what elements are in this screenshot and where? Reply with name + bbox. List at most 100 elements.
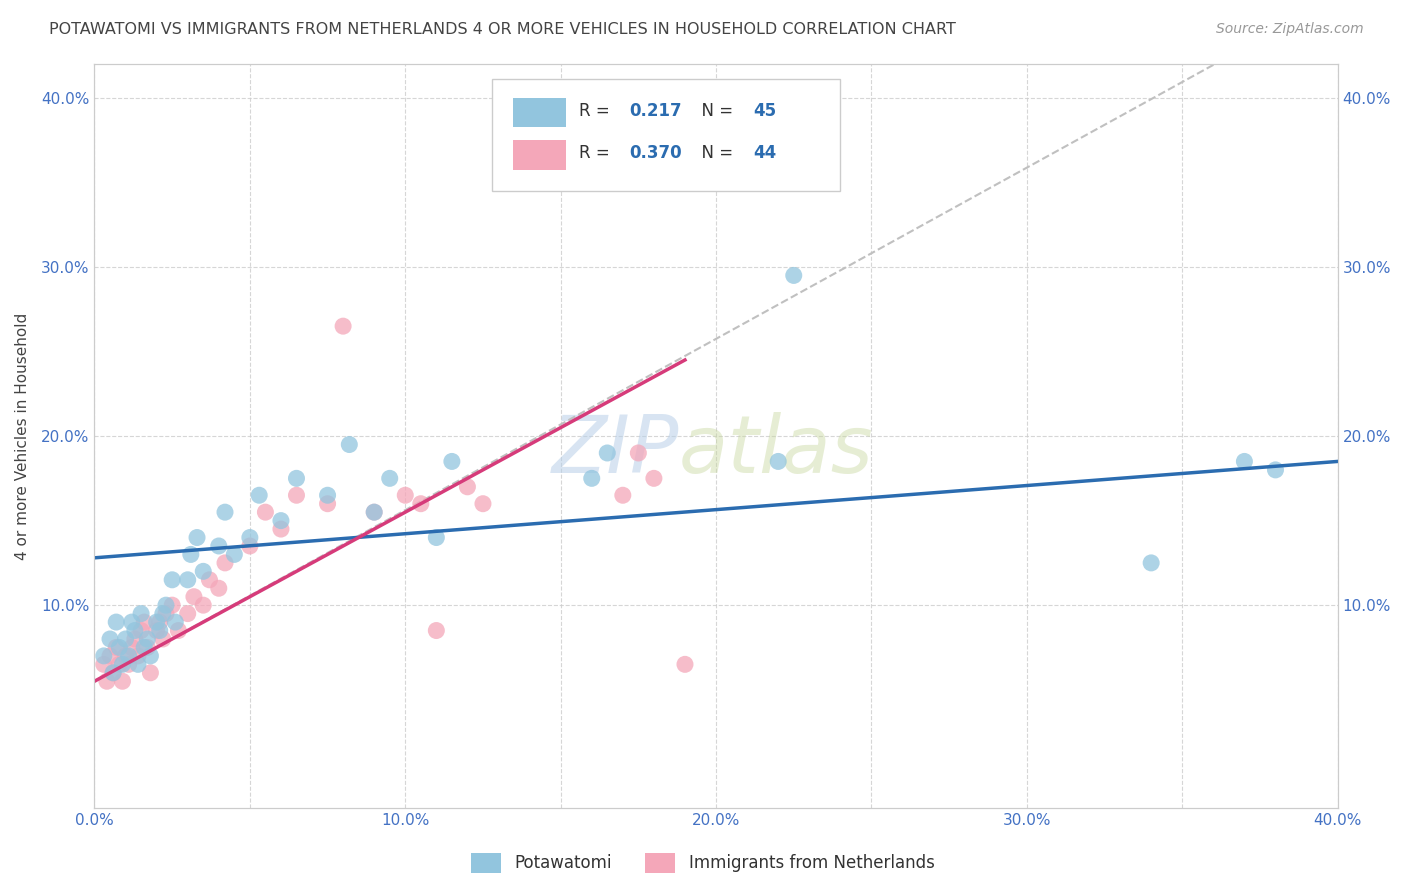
Point xyxy=(425,531,447,545)
Text: R =: R = xyxy=(579,145,616,162)
Point xyxy=(254,505,277,519)
Point xyxy=(425,624,447,638)
Point xyxy=(180,548,202,562)
Point xyxy=(766,454,789,468)
Point xyxy=(332,319,354,334)
Point xyxy=(98,648,121,663)
Point xyxy=(394,488,416,502)
Point xyxy=(101,665,124,680)
Text: Source: ZipAtlas.com: Source: ZipAtlas.com xyxy=(1216,22,1364,37)
Text: POTAWATOMI VS IMMIGRANTS FROM NETHERLANDS 4 OR MORE VEHICLES IN HOUSEHOLD CORREL: POTAWATOMI VS IMMIGRANTS FROM NETHERLAND… xyxy=(49,22,956,37)
Point xyxy=(214,505,236,519)
Point xyxy=(129,607,152,621)
Point xyxy=(270,514,292,528)
Point xyxy=(247,488,270,502)
Legend: Potawatomi, Immigrants from Netherlands: Potawatomi, Immigrants from Netherlands xyxy=(464,847,942,880)
Point xyxy=(208,539,231,553)
Point xyxy=(111,657,134,672)
Y-axis label: 4 or more Vehicles in Household: 4 or more Vehicles in Household xyxy=(15,312,30,559)
Point xyxy=(596,446,619,460)
Point xyxy=(612,488,634,502)
Text: 44: 44 xyxy=(754,145,776,162)
Point xyxy=(409,497,432,511)
Text: R =: R = xyxy=(579,102,616,120)
Point xyxy=(177,607,200,621)
Point xyxy=(167,624,190,638)
Point xyxy=(224,548,246,562)
Point xyxy=(643,471,665,485)
Point xyxy=(96,674,118,689)
Point xyxy=(145,624,167,638)
Point xyxy=(165,615,187,629)
Bar xyxy=(513,97,565,128)
Point xyxy=(456,480,478,494)
Point xyxy=(136,632,159,646)
Point xyxy=(145,615,167,629)
Point xyxy=(108,657,131,672)
Point xyxy=(440,454,463,468)
Point xyxy=(208,581,231,595)
Point xyxy=(239,531,262,545)
Point xyxy=(316,488,339,502)
Text: N =: N = xyxy=(692,145,738,162)
Text: 45: 45 xyxy=(754,102,776,120)
Text: N =: N = xyxy=(692,102,738,120)
Point xyxy=(152,607,174,621)
Point xyxy=(627,446,650,460)
Point xyxy=(160,598,183,612)
Point xyxy=(149,615,172,629)
Point xyxy=(285,488,308,502)
Point xyxy=(193,598,215,612)
Point xyxy=(152,632,174,646)
Point xyxy=(337,437,360,451)
Point xyxy=(134,640,156,655)
Point xyxy=(783,268,806,283)
Point xyxy=(155,607,177,621)
Point xyxy=(93,657,115,672)
Point xyxy=(285,471,308,485)
Point xyxy=(581,471,603,485)
Point xyxy=(673,657,696,672)
Point xyxy=(108,640,131,655)
Point xyxy=(239,539,262,553)
Point xyxy=(118,648,141,663)
Point xyxy=(363,505,385,519)
Point xyxy=(139,665,162,680)
Text: 0.370: 0.370 xyxy=(628,145,682,162)
Point xyxy=(193,565,215,579)
FancyBboxPatch shape xyxy=(492,78,841,191)
Point xyxy=(105,615,128,629)
Point xyxy=(149,624,172,638)
Point xyxy=(124,624,146,638)
Point xyxy=(98,632,121,646)
Point xyxy=(114,632,136,646)
Point xyxy=(127,657,149,672)
Point xyxy=(139,648,162,663)
Point xyxy=(186,531,208,545)
Point xyxy=(1233,454,1256,468)
Point xyxy=(363,505,385,519)
Point xyxy=(1264,463,1286,477)
Point xyxy=(129,624,152,638)
Point xyxy=(127,648,149,663)
Point xyxy=(134,615,156,629)
Point xyxy=(472,497,495,511)
Text: atlas: atlas xyxy=(679,412,873,490)
Point xyxy=(101,665,124,680)
Point xyxy=(183,590,205,604)
Text: ZIP: ZIP xyxy=(551,412,679,490)
Point xyxy=(1140,556,1163,570)
Point xyxy=(177,573,200,587)
Bar xyxy=(513,140,565,169)
Point xyxy=(121,615,143,629)
Point xyxy=(378,471,401,485)
Point xyxy=(121,640,143,655)
Point xyxy=(155,598,177,612)
Point xyxy=(93,648,115,663)
Point xyxy=(214,556,236,570)
Point xyxy=(316,497,339,511)
Point xyxy=(118,657,141,672)
Point xyxy=(136,640,159,655)
Point xyxy=(160,573,183,587)
Point xyxy=(198,573,221,587)
